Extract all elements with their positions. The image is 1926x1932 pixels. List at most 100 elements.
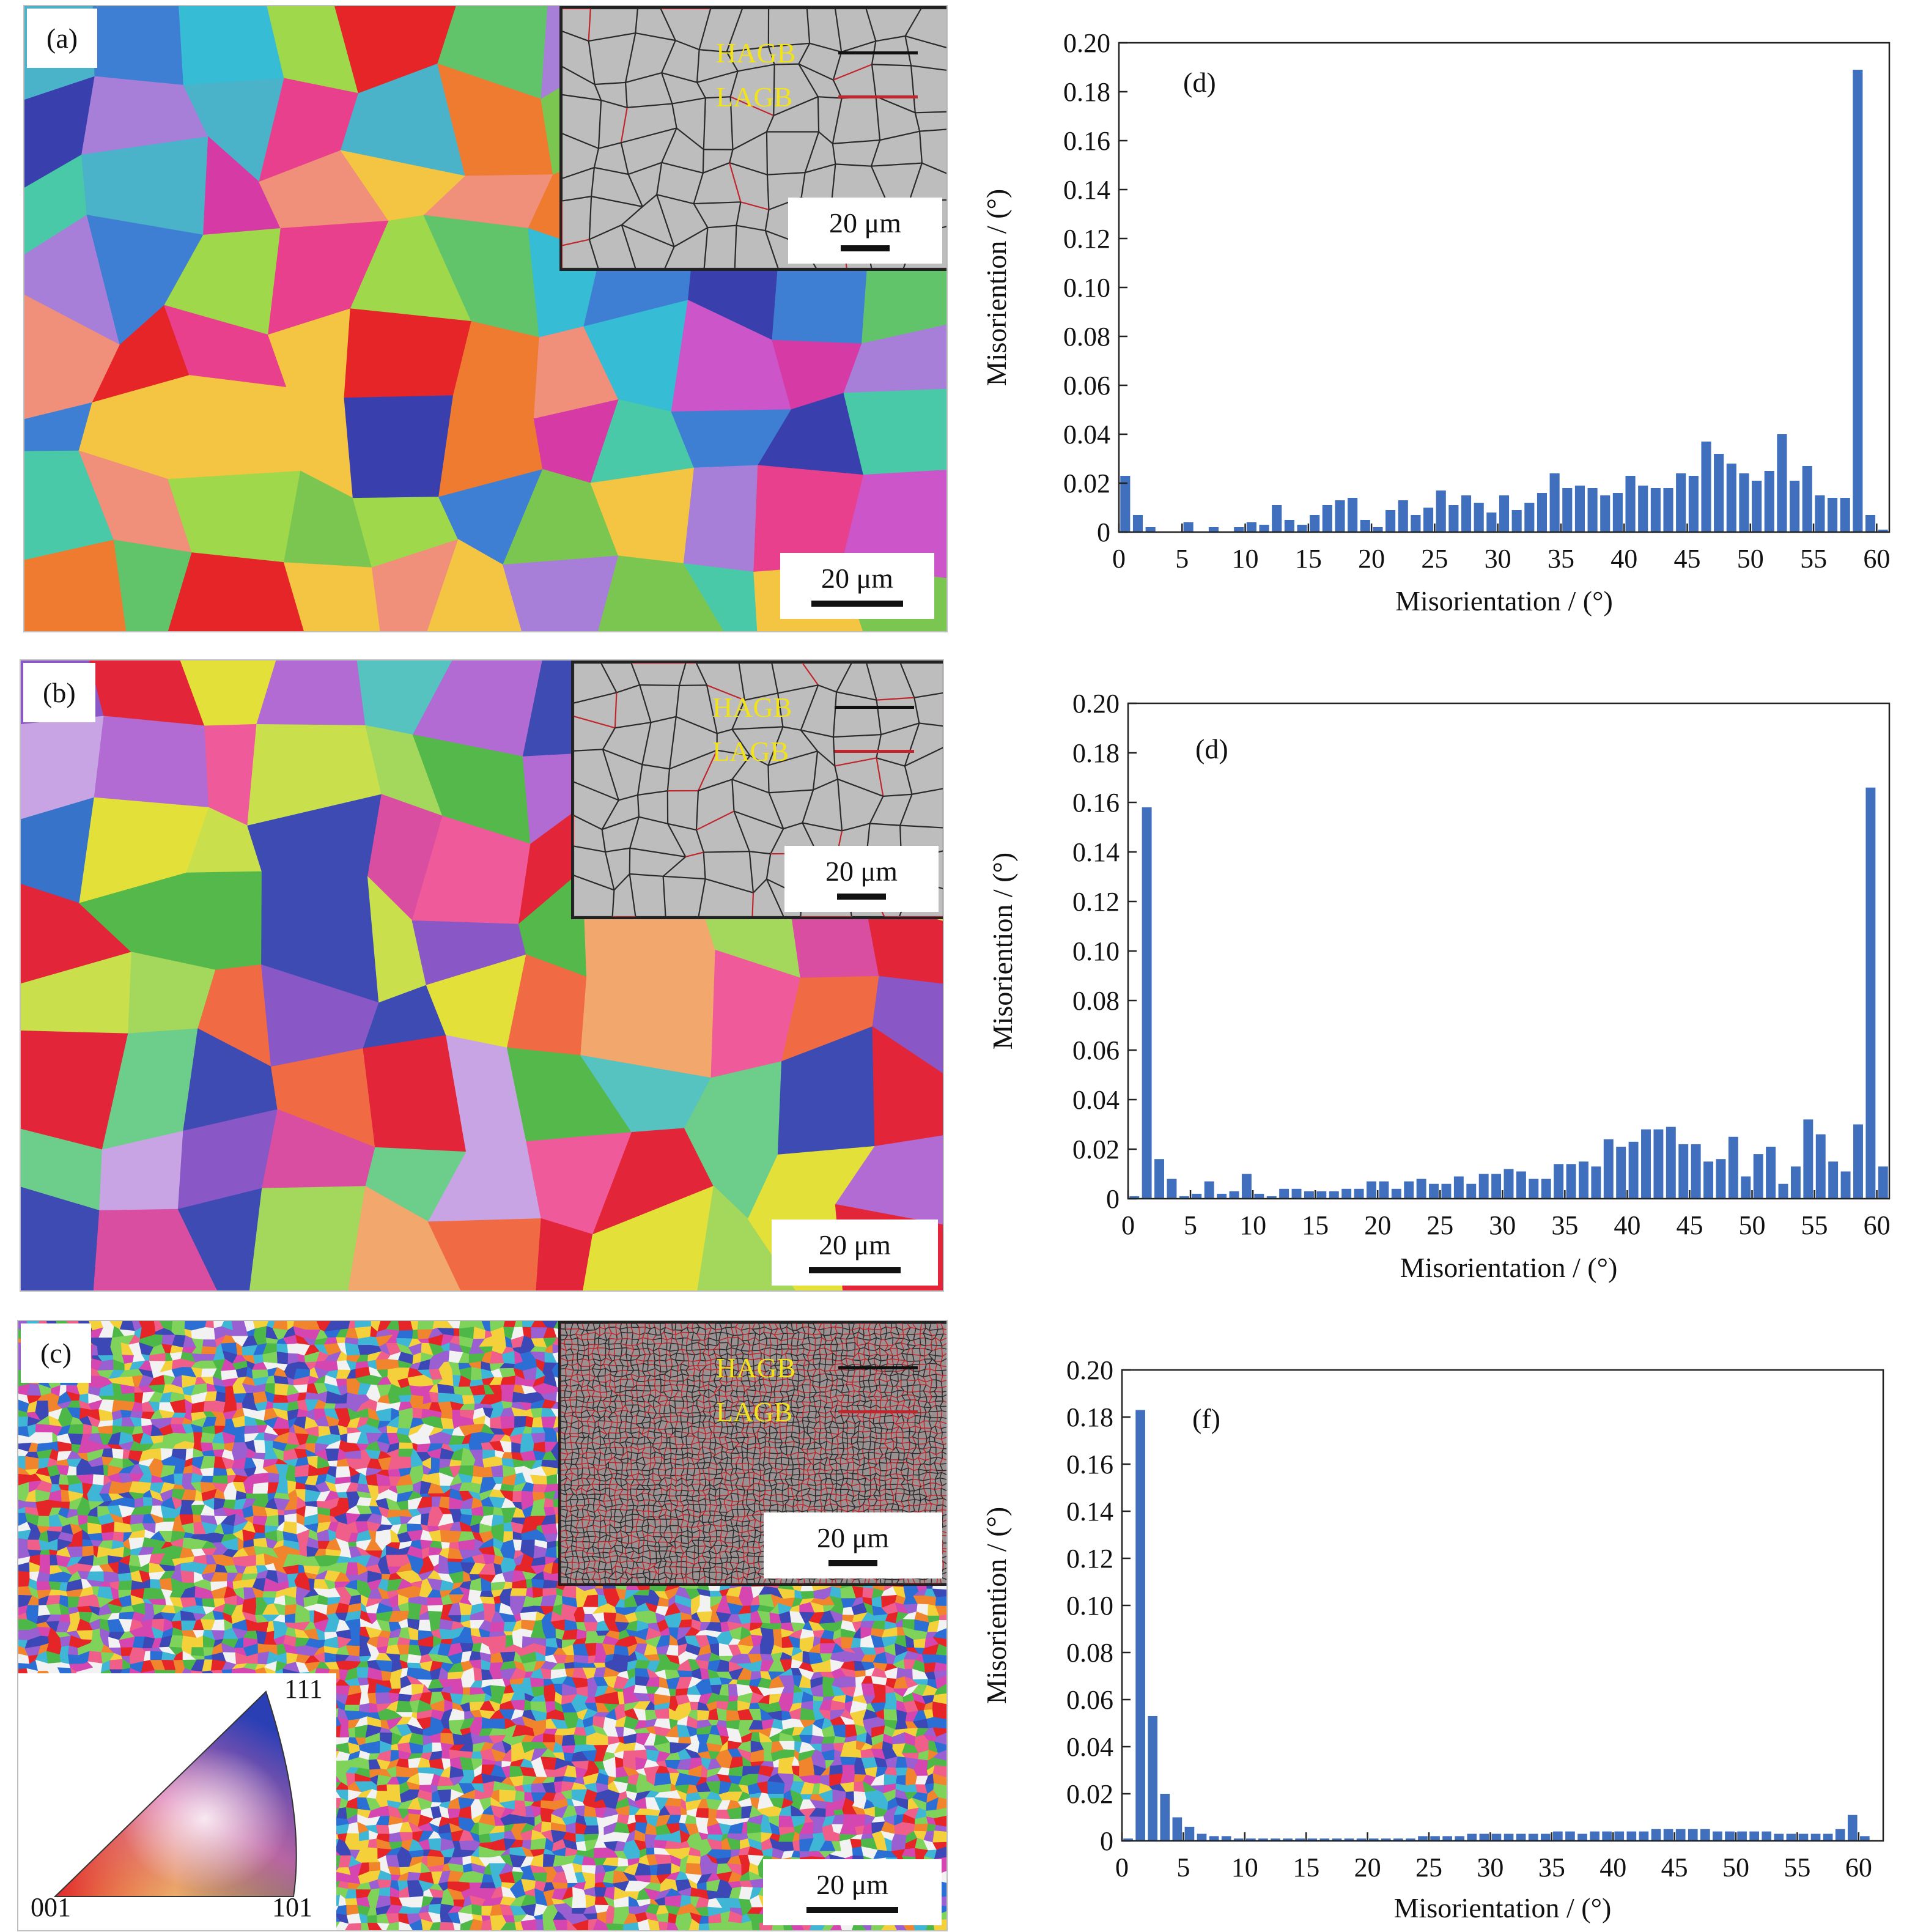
hagb-segment [767,46,775,65]
hagb-segment [729,162,768,176]
grain [450,1686,464,1695]
hagb-segment [875,96,881,141]
grain [87,1522,103,1535]
grain [253,1440,266,1454]
grain [92,1474,105,1486]
grain [24,539,127,631]
grain [500,1384,516,1393]
hagb-segment [661,128,677,163]
grain [439,1629,454,1640]
grain [366,1473,379,1487]
hagb-segment [656,162,663,195]
hagb-segment [627,103,673,108]
hagb-segment [703,162,730,174]
lagb-segment [740,201,769,210]
grain [295,1464,310,1478]
hagb-segment [562,133,599,149]
hagb-segment [835,163,872,167]
hagb-segment [624,82,628,108]
grain [884,1709,898,1722]
grain [253,1482,270,1495]
lagb-segment [835,757,877,767]
hagb-segment [768,750,818,766]
grain [46,1595,61,1606]
grain [119,1612,135,1620]
grain [231,1330,249,1337]
hagb-segment [869,823,901,826]
hagb-segment [639,684,652,723]
grain [49,1549,58,1556]
hagb-segment [666,769,671,791]
grain [523,1700,532,1711]
hagb-segment [574,692,617,704]
grain [367,1683,377,1694]
lagb-segment [614,692,618,728]
hagb-segment [871,162,922,167]
lagb-segment [802,663,819,686]
hagb-segment [621,206,643,226]
grain [541,1523,558,1535]
ebsd-map-c: (c) HAGB LAGB 20 μm [17,1320,948,1931]
grain [503,555,619,631]
inset-scale-bar-a: 20 μm [788,198,942,264]
hagb-segment [574,781,619,801]
hagb-segment [602,749,643,766]
grain [67,1465,78,1476]
hagb-segment [732,131,767,150]
grain [428,1611,443,1621]
grain [454,1328,460,1337]
hagb-segment [731,700,745,730]
hagb-segment [671,103,677,128]
grain [386,1555,404,1567]
grain [18,1571,31,1580]
hagb-segment [764,209,770,231]
hagb-segment [871,64,877,97]
grain [177,1188,263,1290]
hagb-segment [705,878,754,894]
hagb-segment [919,722,943,727]
hagb-segment [562,65,596,85]
grain [202,1339,218,1348]
lagb-segment [838,831,843,847]
grain [843,388,946,476]
hagb-segment [642,764,670,770]
hagb-segment [783,822,803,830]
hagb-segment [769,789,814,794]
grain [101,1531,115,1542]
grain [492,1336,507,1348]
hagb-segment [618,794,638,801]
grain [37,1516,50,1528]
hagb-segment [698,878,706,917]
grain [325,1448,340,1462]
grain [490,1416,503,1430]
grain [114,1522,125,1533]
hagb-segment [669,749,717,770]
hagb-segment [738,663,745,700]
grain [427,1218,542,1290]
hagb-segment [693,172,704,204]
grain [345,1562,359,1576]
lagb-segment [696,810,735,831]
grain [491,1465,504,1478]
hagb-segment [679,663,687,686]
grain [117,1572,133,1582]
hagb-segment [656,194,694,205]
hagb-segment [695,829,704,853]
hagb-segment [679,684,707,686]
hagb-segment [588,196,592,240]
hagb-segment [661,72,673,104]
grain [462,1395,476,1405]
grain [939,1614,946,1621]
hagb-segment [800,172,806,198]
lagb-segment [574,716,616,729]
grain [111,1448,124,1460]
lagb-segment [706,684,745,701]
hagb-segment [668,716,677,769]
hagb-segment [574,749,603,752]
grain [697,1710,710,1722]
boundary-legend-a: HAGB LAGB [716,31,918,119]
hagb-segment [588,32,636,42]
grain [268,1472,280,1483]
hagb-segment [562,166,595,179]
grain [514,1321,523,1328]
